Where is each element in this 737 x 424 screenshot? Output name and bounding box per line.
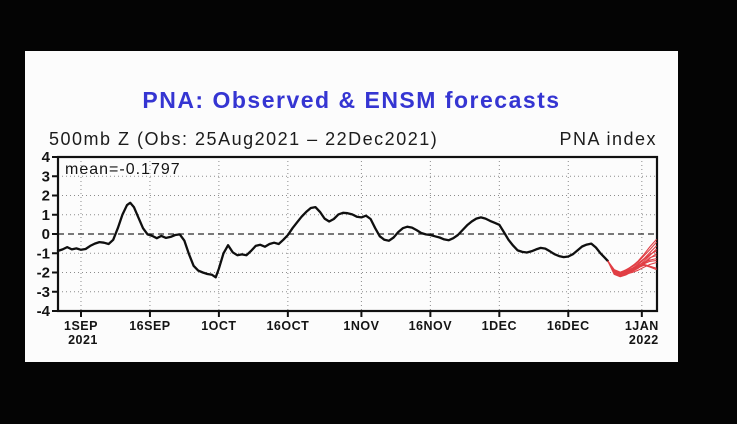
forecast-member-line [607,250,657,275]
y-tick-label: 3 [42,168,50,185]
axis-title-pna-index: PNA index [559,129,657,149]
observed-line [56,201,609,279]
forecast-member-line [607,260,657,276]
x-tick-label: 16NOV [409,319,453,333]
x-tick-label: 1NOV [343,319,379,333]
y-tick-label: 0 [42,226,50,243]
x-tick-label: 16SEP [129,319,170,333]
x-tick-sublabel: 2021 [68,333,98,347]
forecast-member-line [607,260,657,276]
forecast-member-line [607,241,657,273]
x-tick-label: 1SEP [64,319,98,333]
y-tick-label: 1 [42,207,50,224]
y-tick-label: -1 [37,245,50,262]
x-tick-label: 1OCT [201,319,236,333]
x-tick-sublabel: 2022 [629,333,659,347]
y-tick-label: 4 [42,149,51,166]
x-tick-label: 16DEC [547,319,590,333]
y-tick-label: -3 [37,284,50,301]
x-tick-label: 1JAN [625,319,659,333]
mean-annotation: mean=-0.1797 [65,161,181,178]
y-tick-label: 2 [42,188,50,205]
chart-title: PNA: Observed & ENSM forecasts [142,87,561,113]
forecast-member-line [607,255,657,278]
y-tick-label: -4 [37,303,51,320]
x-tick-label: 16OCT [266,319,309,333]
y-tick-label: -2 [37,265,50,282]
subtitle-row: 500mb Z (Obs: 25Aug2021 – 22Dec2021) PNA… [49,129,657,150]
chart-panel: 4 3 2 1 0 -1 -2 -3 -4 1SEP 2021 16SEP 1OCT 16OCT 1NOV 1… [25,51,678,362]
x-tick-label: 1DEC [482,319,517,333]
forecast-member-line [607,239,657,274]
chart-subtitle: 500mb Z (Obs: 25Aug2021 – 22Dec2021) [49,129,439,149]
